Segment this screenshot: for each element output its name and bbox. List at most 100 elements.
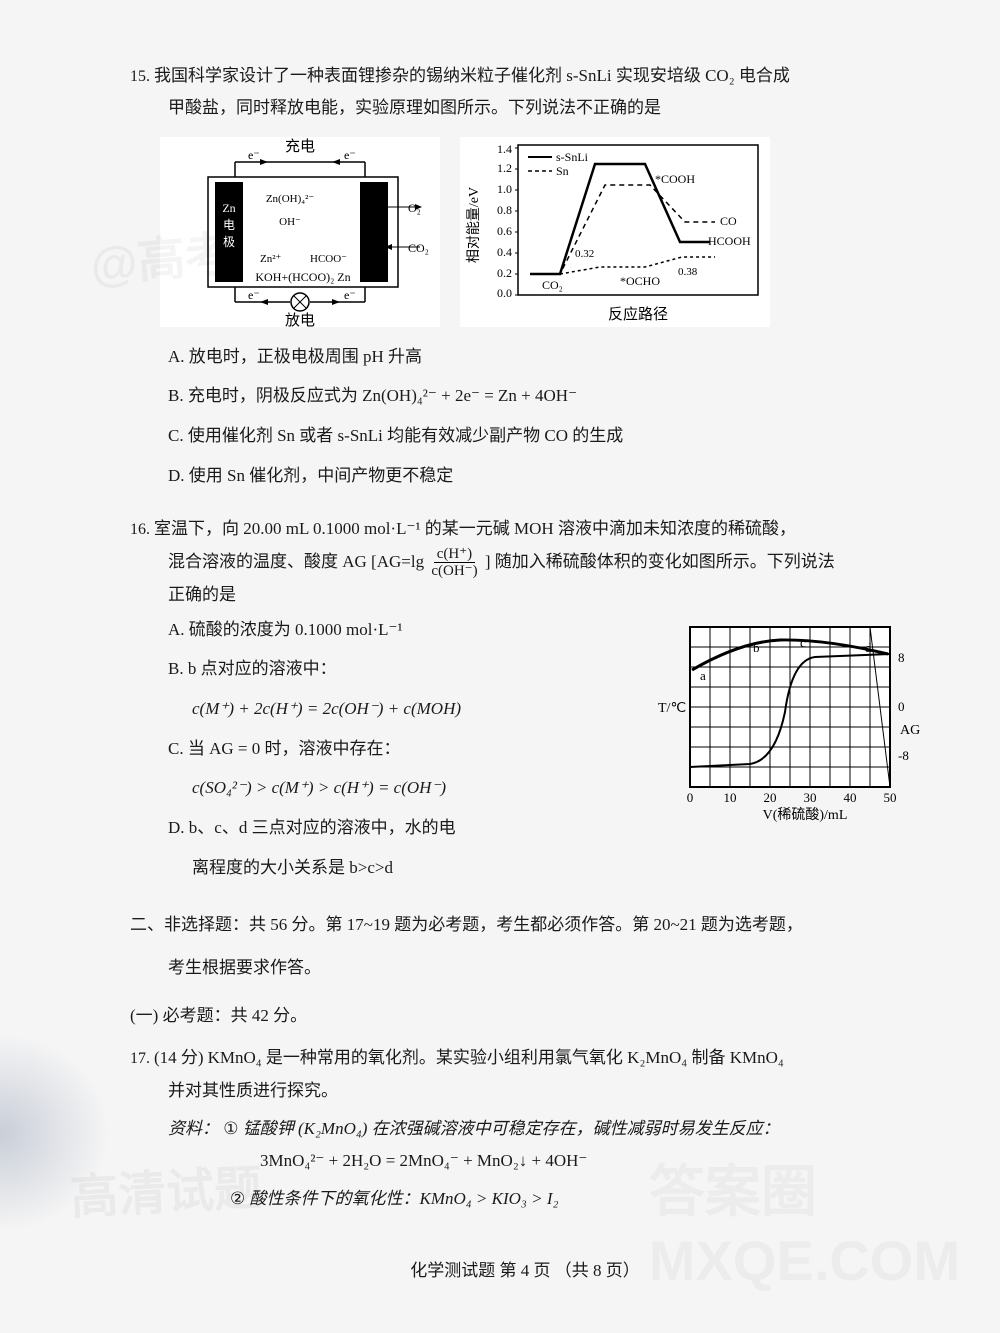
svg-text:50: 50 — [884, 790, 897, 805]
species: OH⁻ — [279, 216, 301, 228]
section2-header: 二、非选择题：共 56 分。第 17~19 题为必考题，考生都必须作答。第 20… — [130, 909, 920, 941]
material-label: 资料： — [168, 1119, 219, 1138]
x-ticks: 0 10 20 30 40 50 — [687, 790, 897, 805]
frac-num: c(H⁺) — [434, 546, 475, 563]
option-a: A. 放电时，正极电极周围 pH 升高 — [168, 339, 920, 375]
discharge-label: 放电 — [285, 312, 315, 327]
mat2-label: ② — [230, 1189, 245, 1208]
svg-text:1.4: 1.4 — [497, 142, 512, 156]
sec2-h1: 二、非选择题：共 56 分。第 17~19 题为必考题，考生都必须作答。第 20… — [130, 915, 803, 934]
q17-number: 17. — [130, 1050, 150, 1067]
svg-text:0: 0 — [687, 790, 694, 805]
ylabel-ag: AG — [900, 723, 920, 738]
point-a: a — [700, 668, 706, 683]
mat2-text: 酸性条件下的氧化性：KMnO₄ > KIO₃ > I₂ — [250, 1189, 559, 1208]
point-c: c — [800, 635, 806, 650]
page-footer: 化学测试题 第 4 页 （共 8 页） — [130, 1256, 920, 1281]
opt-c-label: 当 AG = 0 时，溶液中存在： — [188, 739, 401, 758]
q15-diagrams: 充电 e⁻ e⁻ Zn 电 极 Zn(OH)₄²⁻ OH⁻ Zn²⁺ HCOO⁻… — [160, 137, 920, 327]
svg-text:30: 30 — [804, 790, 817, 805]
species-cooh: *COOH — [655, 172, 695, 186]
question-16: 16. 室温下，向 20.00 mL 0.1000 mol·L⁻¹ 的某一元碱 … — [130, 513, 920, 889]
mat2: ② 酸性条件下的氧化性：KMnO₄ > KIO₃ > I₂ — [230, 1183, 920, 1215]
species: Zn(OH)₄²⁻ — [266, 193, 315, 205]
ytick-0: 0 — [898, 699, 905, 714]
q17-points: (14 分) — [154, 1048, 204, 1067]
opt-a-text: 放电时，正极电极周围 pH 升高 — [189, 347, 422, 366]
svg-text:0.0: 0.0 — [497, 286, 512, 300]
x-axis-label: V(稀硫酸)/mL — [763, 807, 848, 822]
x-axis-label: 反应路径 — [608, 305, 668, 323]
e-minus: e⁻ — [248, 148, 260, 162]
species-co: CO — [720, 214, 737, 228]
question-15: 15. 我国科学家设计了一种表面锂掺杂的锡纳米粒子催化剂 s-SnLi 实现安培… — [130, 60, 920, 493]
q15-stem1: 我国科学家设计了一种表面锂掺杂的锡纳米粒子催化剂 s-SnLi 实现安培级 CO… — [154, 66, 790, 85]
e-minus: e⁻ — [344, 148, 356, 162]
option-c: C. 使用催化剂 Sn 或者 s-SnLi 均能有效减少副产物 CO 的生成 — [168, 418, 920, 454]
q17-materials: 资料： ① 锰酸钾 (K₂MnO₄) 在浓强碱溶液中可稳定存在，碱性减弱时易发生… — [168, 1113, 920, 1145]
q16-number: 16. — [130, 521, 150, 538]
y-axis-label: 相对能量/eV — [466, 186, 482, 262]
q17-stem2: 并对其性质进行探究。 — [168, 1075, 920, 1107]
legend-sn: Sn — [556, 164, 569, 178]
svg-text:0.8: 0.8 — [497, 203, 512, 217]
y-ticks: 0.0 0.2 0.4 0.6 0.8 1.0 1.2 1.4 — [497, 142, 512, 300]
stem2-pre: 混合溶液的温度、酸度 AG [AG=lg — [168, 552, 424, 571]
q16-stem3: 正确的是 — [168, 579, 920, 611]
ytick-8: 8 — [898, 650, 905, 665]
q17-stem1: KMnO₄ 是一种常用的氧化剂。某实验小组利用氯气氧化 K₂MnO₄ 制备 KM… — [208, 1048, 784, 1067]
opt-b-label: b 点对应的溶液中： — [188, 659, 337, 678]
e-minus: e⁻ — [248, 288, 260, 302]
opt-c-text: 使用催化剂 Sn 或者 s-SnLi 均能有效减少副产物 CO 的生成 — [188, 426, 623, 445]
q15-number: 15. — [130, 68, 150, 85]
q15-energy-chart: 0.0 0.2 0.4 0.6 0.8 1.0 1.2 1.4 相对能量/eV … — [460, 137, 770, 327]
ylabel-t: T/℃ — [658, 701, 686, 716]
annotation: 0.32 — [575, 248, 594, 260]
q16-stem1: 室温下，向 20.00 mL 0.1000 mol·L⁻¹ 的某一元碱 MOH … — [154, 519, 796, 538]
q16-chart-container: a b c d 8 0 -8 AG T/℃ 0 10 20 30 40 50 — [650, 612, 920, 827]
species: HCOO⁻ — [310, 253, 347, 265]
species-hcooh: HCOOH — [708, 234, 751, 248]
opt-d-text: 使用 Sn 催化剂，中间产物更不稳定 — [189, 466, 453, 485]
question-17: 17. (14 分) KMnO₄ 是一种常用的氧化剂。某实验小组利用氯气氧化 K… — [130, 1042, 920, 1215]
q15-cell-diagram: 充电 e⁻ e⁻ Zn 电 极 Zn(OH)₄²⁻ OH⁻ Zn²⁺ HCOO⁻… — [160, 137, 440, 327]
stem2-post: ] 随加入稀硫酸体积的变化如图所示。下列说法 — [485, 552, 835, 571]
point-d: d — [865, 640, 872, 655]
legend-snli: s-SnLi — [556, 150, 589, 164]
section2-header2: 考生根据要求作答。 — [168, 952, 920, 984]
species-co2: CO₂ — [542, 278, 563, 292]
fraction: c(H⁺) c(OH⁻) — [428, 546, 480, 579]
page-stain — [0, 1033, 110, 1233]
ytick-n8: -8 — [898, 748, 909, 763]
mat1-label: ① — [223, 1119, 238, 1138]
svg-text:10: 10 — [724, 790, 737, 805]
opt-a-text: 硫酸的浓度为 0.1000 mol·L⁻¹ — [189, 620, 403, 639]
svg-text:1.2: 1.2 — [497, 161, 512, 175]
option-b: B. 充电时，阴极反应式为 Zn(OH)₄²⁻ + 2e⁻ = Zn + 4OH… — [168, 378, 920, 414]
mat1-eq: 3MnO₄²⁻ + 2H₂O = 2MnO₄⁻ + MnO₂↓ + 4OH⁻ — [260, 1145, 920, 1177]
section2-sub: (一) 必考题：共 42 分。 — [130, 1000, 920, 1032]
svg-text:40: 40 — [844, 790, 857, 805]
zn-label: Zn — [222, 201, 235, 215]
grid — [690, 627, 890, 787]
svg-text:0.6: 0.6 — [497, 224, 512, 238]
q16-stem2: 混合溶液的温度、酸度 AG [AG=lg c(H⁺) c(OH⁻) ] 随加入稀… — [168, 546, 920, 580]
svg-text:1.0: 1.0 — [497, 182, 512, 196]
opt-b-text: 充电时，阴极反应式为 Zn(OH)₄²⁻ + 2e⁻ = Zn + 4OH⁻ — [188, 386, 577, 405]
mat1-text: 锰酸钾 (K₂MnO₄) 在浓强碱溶液中可稳定存在，碱性减弱时易发生反应： — [243, 1119, 780, 1138]
annotation: 0.38 — [678, 266, 698, 278]
species: Zn²⁺ — [260, 253, 282, 265]
point-b: b — [753, 640, 760, 655]
e-minus: e⁻ — [344, 288, 356, 302]
electrolyte: KOH+(HCOO)₂ Zn — [255, 270, 350, 284]
species-ocho: *OCHO — [620, 274, 660, 288]
charge-label: 充电 — [285, 138, 315, 155]
species: CO₂ — [408, 241, 429, 255]
frac-den: c(OH⁻) — [428, 563, 480, 579]
q15-stem2: 甲酸盐，同时释放电能，实验原理如图所示。下列说法不正确的是 — [168, 92, 920, 124]
zn-label: 极 — [223, 235, 235, 249]
opt-d1: b、c、d 三点对应的溶液中，水的电 — [189, 818, 456, 837]
q16-chart: a b c d 8 0 -8 AG T/℃ 0 10 20 30 40 50 — [650, 612, 920, 822]
q15-options: A. 放电时，正极电极周围 pH 升高 B. 充电时，阴极反应式为 Zn(OH)… — [168, 339, 920, 494]
svg-text:20: 20 — [764, 790, 777, 805]
